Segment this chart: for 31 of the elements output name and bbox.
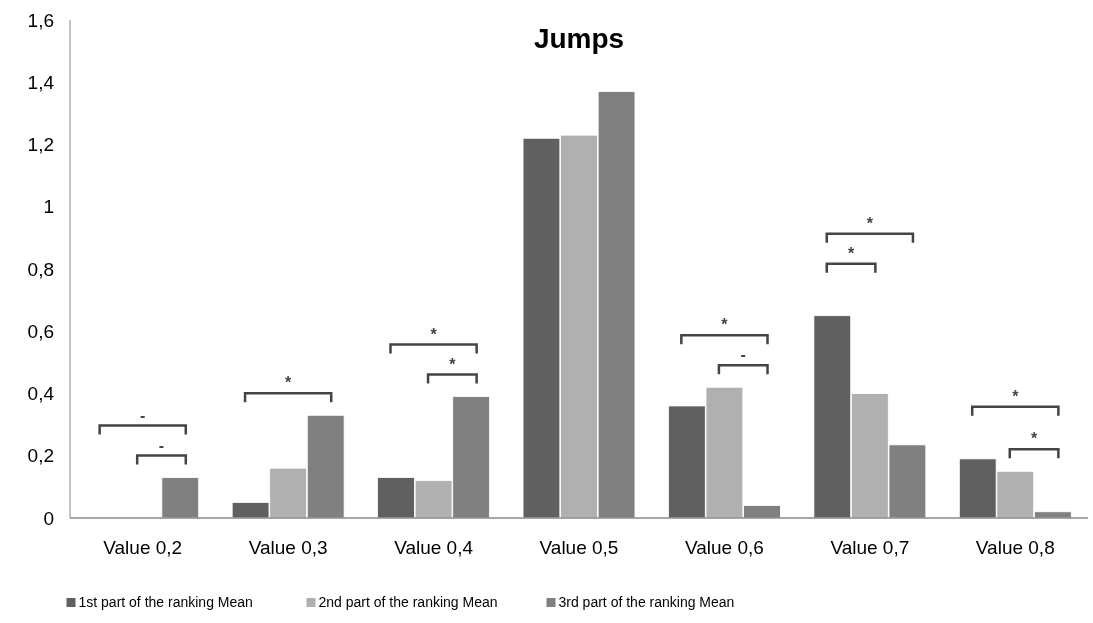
y-tick-label: 0,2 — [27, 445, 54, 467]
y-tick-label: 0 — [43, 507, 54, 529]
x-tick-label: Value 0,3 — [248, 537, 328, 558]
annotation: - — [740, 346, 746, 364]
annotation: * — [721, 316, 729, 334]
annotation: * — [285, 374, 293, 392]
y-tick-label: 0,4 — [27, 383, 55, 405]
annotation: - — [158, 436, 165, 454]
legend-label: 3rd part of the ranking Mean — [558, 594, 735, 610]
x-tick-label: Value 0,8 — [975, 537, 1055, 558]
y-tick-label: 1,2 — [27, 134, 54, 156]
annotation: * — [430, 325, 438, 343]
annotation: * — [1012, 387, 1020, 405]
annotation: * — [1030, 430, 1038, 448]
x-tick-label: Value 0,7 — [830, 537, 910, 558]
x-tick-label: Value 0,2 — [103, 537, 183, 558]
y-tick-label: 0,8 — [27, 258, 54, 280]
x-tick-label: Value 0,6 — [684, 537, 764, 558]
y-tick-label: 1 — [43, 196, 54, 218]
x-tick-label: Value 0,5 — [539, 537, 619, 558]
annotation: - — [140, 406, 146, 424]
annotation: * — [866, 214, 874, 232]
annotation: * — [449, 355, 457, 373]
legend-label: 2nd part of the ranking Mean — [318, 594, 498, 610]
y-tick-label: 1,6 — [27, 9, 54, 31]
chart-title: Jumps — [533, 23, 625, 54]
x-tick-label: Value 0,4 — [394, 537, 474, 558]
annotation: * — [847, 244, 855, 262]
y-tick-label: 0,6 — [27, 320, 54, 342]
legend-label: 1st part of the ranking Mean — [78, 594, 253, 610]
y-tick-label: 1,4 — [27, 71, 55, 93]
